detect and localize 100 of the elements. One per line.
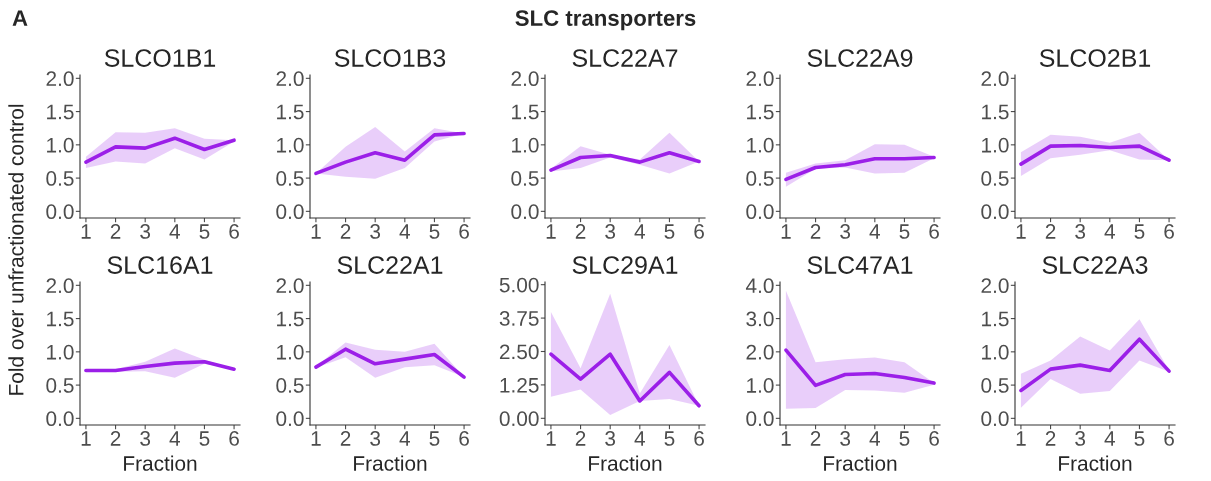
x-tick-label: 1	[781, 431, 791, 446]
y-tick-label: 2.0	[746, 344, 774, 360]
y-tick-label: 1.0	[982, 137, 1009, 153]
x-tick-label: 6	[459, 431, 469, 446]
line-series	[1019, 143, 1171, 166]
x-tick-label: 1	[81, 224, 91, 239]
x-tick-label: 6	[1164, 431, 1174, 446]
chart-title: SLC16A1	[107, 256, 213, 274]
chart-title: SLC47A1	[807, 256, 913, 274]
x-tick-label: 3	[840, 224, 851, 239]
x-tick-label: 4	[869, 431, 880, 446]
y-tick-label: 0.5	[276, 378, 304, 393]
y-tick-label: 2.0	[46, 71, 74, 87]
x-axis-title: Fraction	[124, 455, 197, 471]
x-tick-label: 1	[81, 431, 91, 446]
y-tick-label: 2.0	[276, 278, 304, 294]
line-series	[549, 151, 701, 172]
x-tick-label: 2	[110, 224, 121, 239]
x-tick-label: 3	[140, 224, 151, 239]
y-tick-label: 2.0	[46, 278, 74, 294]
x-tick-label: 5	[429, 224, 440, 239]
y-tick-label: 0.0	[276, 411, 304, 427]
x-tick-label: 4	[169, 224, 180, 239]
chart-title: SLC22A7	[572, 49, 678, 67]
y-tick-label: 0.5	[276, 171, 304, 186]
x-tick-label: 2	[575, 224, 586, 239]
x-tick-label: 4	[169, 431, 180, 446]
x-tick-label: 6	[1164, 224, 1174, 239]
x-tick-label: 5	[664, 431, 675, 446]
chart-title: SLCO1B1	[104, 49, 216, 67]
x-tick-label: 6	[694, 431, 704, 446]
y-tick-label: 0.0	[981, 411, 1009, 427]
x-tick-label: 6	[229, 431, 239, 446]
x-tick-label: 3	[605, 224, 616, 239]
x-tick-label: 2	[810, 224, 821, 239]
x-tick-label: 4	[1104, 224, 1115, 239]
y-tick-label: 1.0	[277, 344, 304, 360]
x-tick-label: 2	[575, 431, 586, 446]
x-tick-label: 1	[311, 224, 321, 239]
y-tick-label: 0.0	[276, 204, 304, 220]
chart-title: SLC29A1	[572, 256, 678, 274]
x-tick-label: 3	[840, 431, 851, 446]
x-axis-title: Fraction	[354, 455, 427, 471]
chart-title: SLC22A3	[1042, 256, 1148, 274]
x-tick-label: 1	[1016, 431, 1026, 446]
y-tick-label: 0.0	[46, 411, 74, 427]
x-tick-label: 5	[199, 224, 210, 239]
y-tick-label: 0.5	[46, 171, 74, 186]
y-tick-label: 0.5	[981, 378, 1009, 393]
text: A	[12, 10, 28, 26]
text: SLC transporters	[515, 10, 696, 31]
x-axis-title: Fraction	[824, 455, 897, 471]
y-tick-label: 2.0	[276, 71, 304, 87]
line-series	[549, 352, 701, 408]
line-series	[84, 360, 236, 373]
x-tick-label: 4	[869, 224, 880, 239]
x-tick-label: 5	[899, 224, 910, 239]
x-tick-label: 6	[929, 431, 939, 446]
x-tick-label: 6	[929, 224, 939, 239]
y-tick-label: 1.0	[47, 344, 74, 360]
x-tick-label: 5	[429, 431, 440, 446]
x-tick-label: 2	[1045, 224, 1056, 239]
y-tick-label: 2.0	[511, 71, 539, 87]
y-tick-label: 0.0	[981, 204, 1009, 220]
y-tick-label: 0.5	[981, 171, 1009, 186]
y-tick-label: 1.0	[747, 378, 774, 393]
y-tick-label: 3.75	[499, 311, 539, 326]
x-tick-label: 3	[140, 431, 151, 446]
x-tick-label: 1	[1016, 224, 1026, 239]
x-tick-label: 5	[1134, 224, 1145, 239]
x-tick-label: 5	[899, 431, 910, 446]
x-tick-label: 5	[199, 431, 210, 446]
x-tick-label: 1	[546, 224, 556, 239]
y-tick-label: 2.0	[746, 71, 774, 87]
chart-title: SLCO1B3	[334, 49, 446, 67]
y-tick-label: 1.25	[500, 377, 539, 393]
y-axis-title: Fold over unfractionated control	[8, 104, 24, 395]
x-tick-label: 3	[370, 431, 381, 446]
x-tick-label: 5	[664, 224, 675, 239]
x-tick-label: 3	[605, 431, 616, 446]
y-tick-label: 3.0	[746, 311, 774, 327]
x-tick-label: 4	[1104, 431, 1115, 446]
y-tick-label: 0.0	[746, 204, 774, 220]
y-tick-label: 1.5	[747, 104, 774, 120]
y-tick-label: 1.5	[982, 311, 1009, 327]
y-tick-label: 1.5	[512, 104, 539, 120]
y-tick-label: 2.0	[981, 278, 1009, 294]
y-tick-label: 1.5	[47, 104, 74, 120]
x-tick-label: 2	[340, 224, 351, 239]
y-tick-label: 1.0	[277, 137, 304, 153]
y-tick-label: 0.0	[511, 204, 539, 220]
y-tick-label: 0.00	[499, 411, 539, 427]
line-series	[784, 348, 936, 388]
y-tick-label: 5.00	[499, 277, 539, 293]
x-tick-label: 1	[781, 224, 791, 239]
line-series	[1019, 337, 1171, 393]
y-tick-label: 1.0	[747, 137, 774, 153]
x-tick-label: 4	[399, 224, 410, 239]
chart-title: SLC22A1	[337, 256, 443, 274]
y-tick-label: 0.5	[46, 378, 74, 393]
